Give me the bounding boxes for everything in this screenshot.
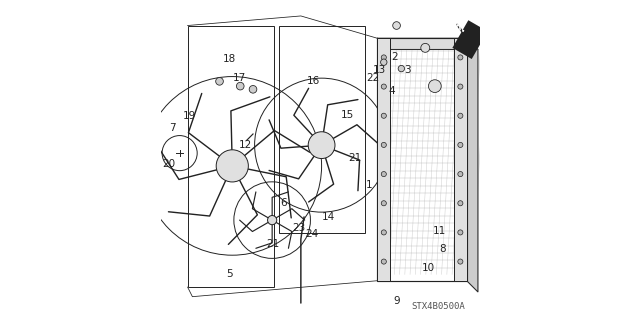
Circle shape xyxy=(381,59,387,65)
Text: 5: 5 xyxy=(226,269,232,279)
Text: 7: 7 xyxy=(170,122,176,133)
Text: 9: 9 xyxy=(393,296,400,307)
Circle shape xyxy=(458,230,463,235)
Text: 14: 14 xyxy=(321,212,335,222)
Text: 18: 18 xyxy=(223,54,236,64)
Text: 4: 4 xyxy=(388,86,396,96)
Bar xyxy=(452,20,488,59)
Text: 3: 3 xyxy=(404,65,411,75)
Text: 15: 15 xyxy=(340,110,354,120)
Text: 2: 2 xyxy=(392,52,398,63)
Text: 12: 12 xyxy=(239,140,252,150)
Text: 19: 19 xyxy=(182,111,196,122)
Bar xyxy=(454,38,467,281)
Text: 22: 22 xyxy=(366,73,380,83)
Circle shape xyxy=(421,43,429,52)
Bar xyxy=(378,38,467,281)
Circle shape xyxy=(381,84,387,89)
Circle shape xyxy=(268,216,276,225)
Circle shape xyxy=(458,55,463,60)
Text: 10: 10 xyxy=(422,263,435,273)
Circle shape xyxy=(458,201,463,206)
Circle shape xyxy=(381,230,387,235)
Circle shape xyxy=(216,150,248,182)
Text: 1: 1 xyxy=(366,180,372,190)
Circle shape xyxy=(458,84,463,89)
Bar xyxy=(278,26,365,233)
Text: 24: 24 xyxy=(305,228,318,239)
Circle shape xyxy=(428,80,441,93)
Text: 17: 17 xyxy=(233,73,246,83)
Text: FR.: FR. xyxy=(447,17,467,34)
Bar xyxy=(188,26,274,287)
Circle shape xyxy=(458,142,463,147)
Circle shape xyxy=(308,132,335,159)
Circle shape xyxy=(381,142,387,147)
Circle shape xyxy=(381,113,387,118)
Circle shape xyxy=(381,55,387,60)
Circle shape xyxy=(236,82,244,90)
Text: 11: 11 xyxy=(433,226,446,236)
Text: 8: 8 xyxy=(440,244,446,254)
Circle shape xyxy=(393,22,401,29)
Text: 13: 13 xyxy=(372,65,386,75)
Text: 23: 23 xyxy=(292,223,306,233)
Text: 21: 21 xyxy=(348,153,362,163)
Text: STX4B0500A: STX4B0500A xyxy=(411,302,465,311)
Text: 6: 6 xyxy=(280,197,287,208)
Text: 20: 20 xyxy=(162,159,175,169)
Circle shape xyxy=(458,259,463,264)
Circle shape xyxy=(381,172,387,177)
Polygon shape xyxy=(378,38,478,49)
Circle shape xyxy=(458,172,463,177)
Text: 16: 16 xyxy=(307,76,319,86)
Circle shape xyxy=(223,157,241,175)
Text: 21: 21 xyxy=(266,239,280,249)
Circle shape xyxy=(381,201,387,206)
Circle shape xyxy=(458,113,463,118)
Bar xyxy=(378,38,390,281)
Circle shape xyxy=(216,78,223,85)
Circle shape xyxy=(249,85,257,93)
Circle shape xyxy=(398,65,404,72)
Circle shape xyxy=(381,259,387,264)
Polygon shape xyxy=(467,38,478,292)
Circle shape xyxy=(314,137,330,153)
